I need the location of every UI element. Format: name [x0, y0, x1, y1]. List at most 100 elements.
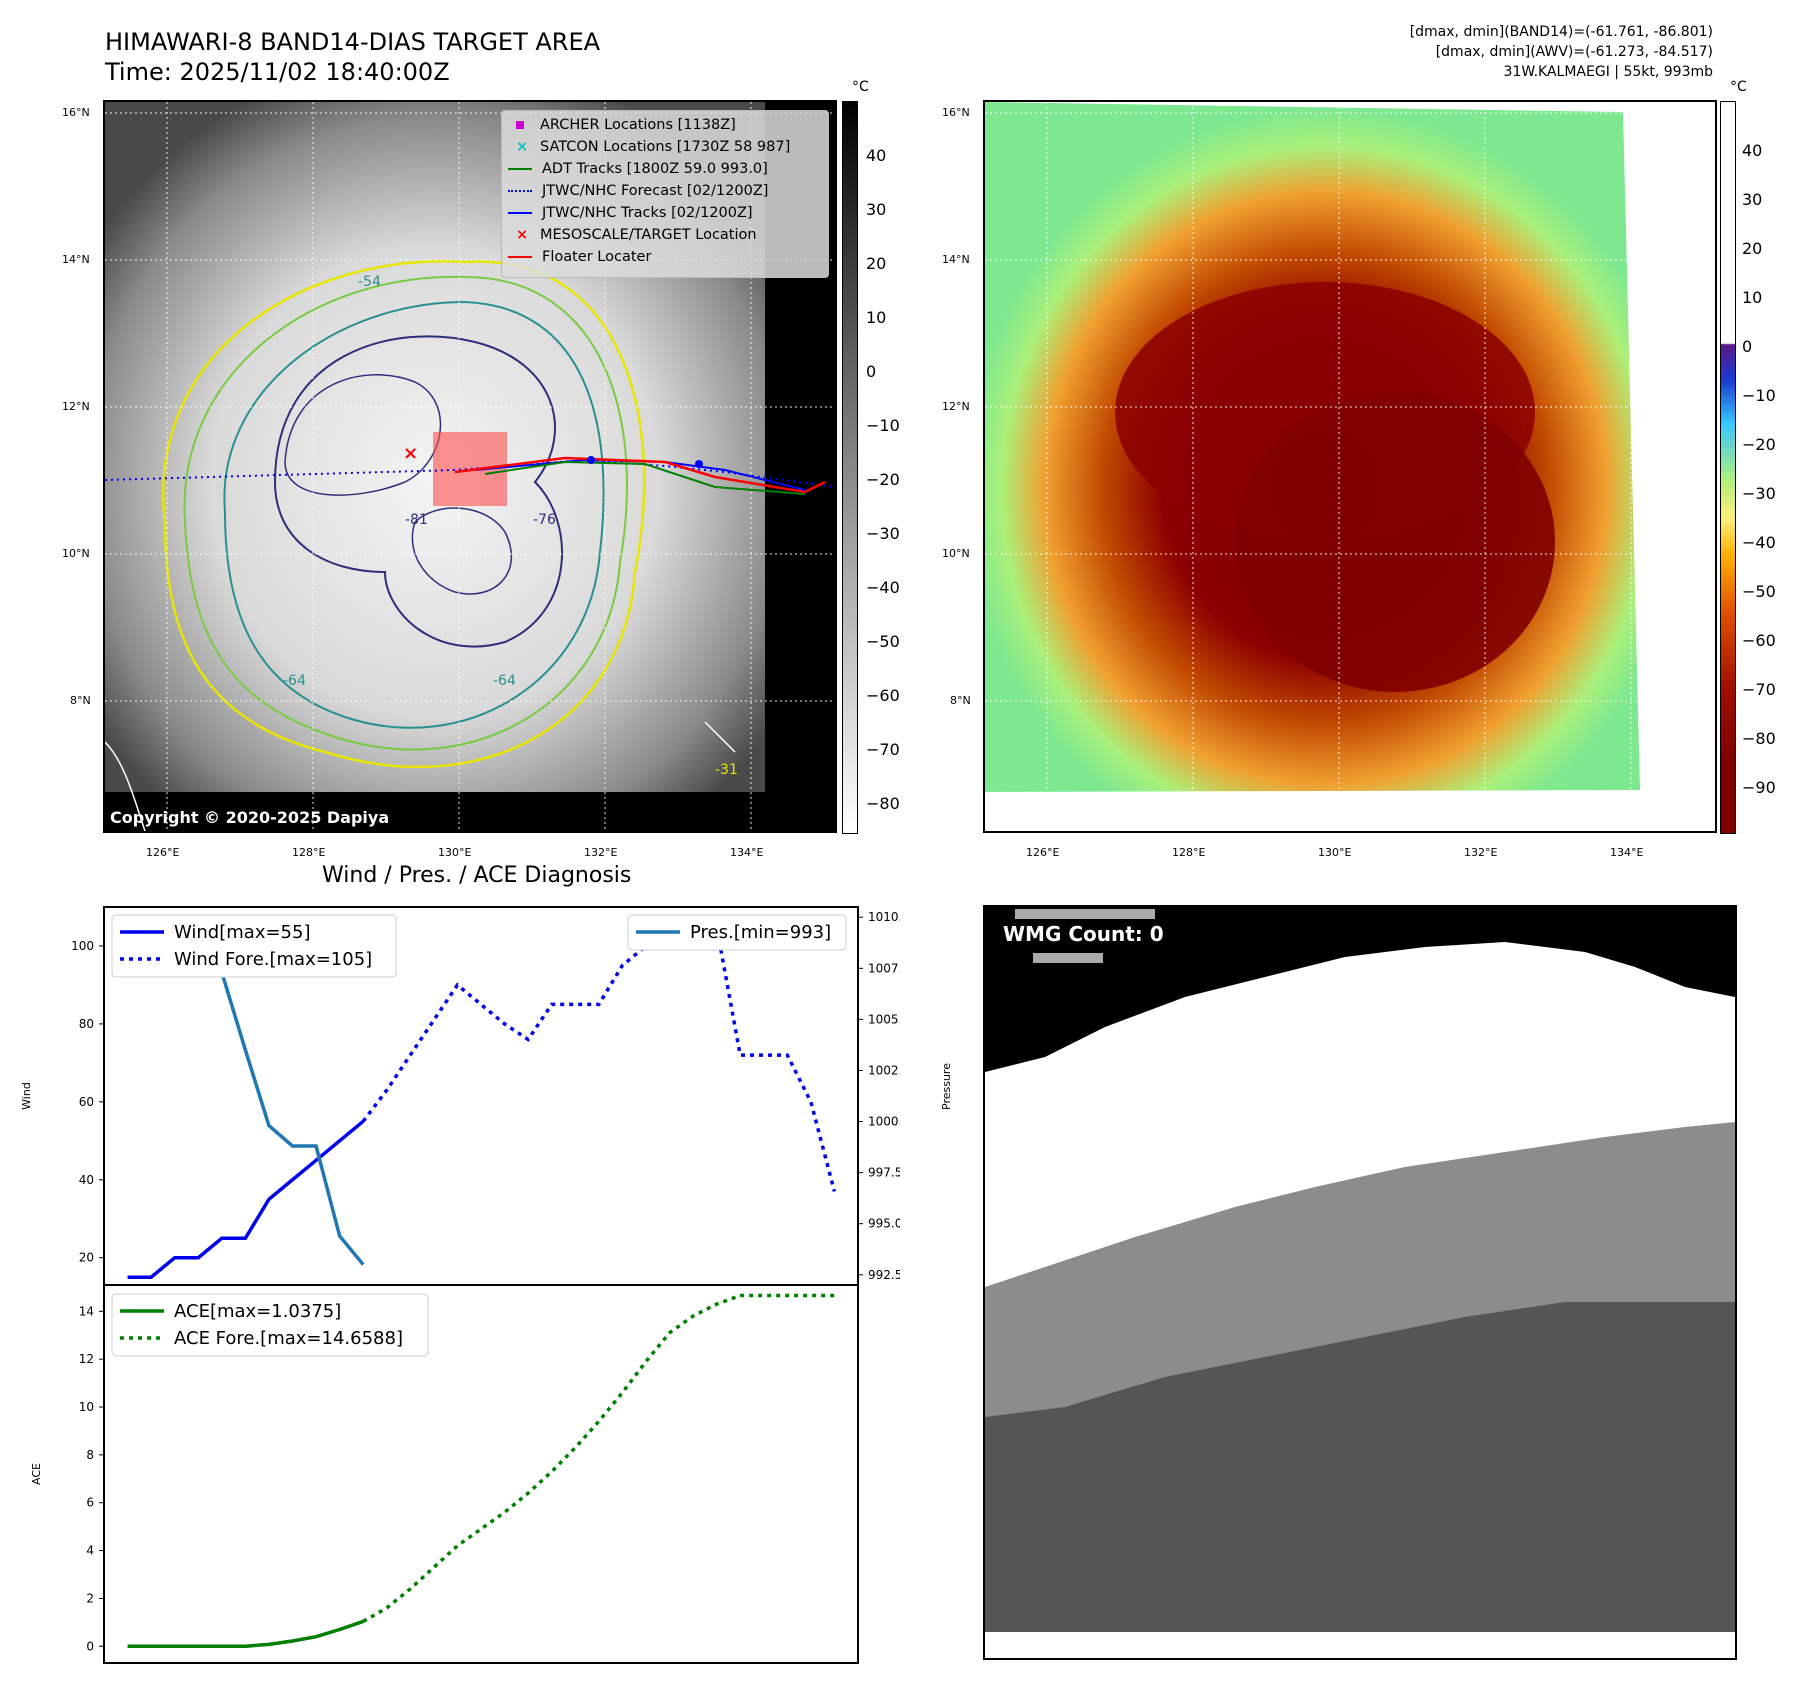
- legend-box: [111, 914, 397, 978]
- contour-label: -31: [715, 762, 738, 778]
- y-tick-label: 80: [79, 1017, 94, 1031]
- y-tick-label: 60: [79, 1095, 94, 1109]
- y-tick-label: 2: [86, 1591, 94, 1605]
- wv-colorbar: [1720, 101, 1736, 834]
- colorbar-tick: −90: [1742, 778, 1776, 797]
- legend-label: Wind[max=55]: [174, 922, 311, 943]
- lat-label: 14°N: [942, 253, 970, 266]
- y-right-tick-label: 1000.0: [868, 1115, 900, 1129]
- colorbar-tick: −40: [1742, 533, 1776, 552]
- colorbar-tick: 10: [866, 308, 887, 327]
- colorbar-tick: −70: [1742, 680, 1776, 699]
- diagnosis-title: Wind / Pres. / ACE Diagnosis: [322, 863, 632, 888]
- wmg-ylabel: Pressure: [940, 1063, 953, 1110]
- wind-pressure-chart: 20 40 60 80 100 Wind 992.5 995.0 997.5 1000.0 1002…: [20, 906, 900, 1286]
- lat-label: 12°N: [942, 400, 970, 413]
- colorbar-tick: 40: [866, 146, 887, 165]
- lat-label: 8°N: [950, 694, 971, 707]
- lat-label: 16°N: [942, 106, 970, 119]
- y-right-tick-label: 997.5: [868, 1166, 900, 1180]
- colorbar-tick: 0: [866, 362, 877, 381]
- legend-mesoscale: MESOSCALE/TARGET Location: [540, 227, 757, 243]
- y-tick-label: 100: [71, 939, 94, 953]
- colorbar-tick: 40: [1742, 141, 1763, 160]
- map-time: Time: 2025/11/02 18:40:00Z: [105, 58, 450, 86]
- colorbar-unit: °C: [1730, 79, 1747, 95]
- svg-text:×: ×: [403, 443, 418, 464]
- legend-box: [111, 1293, 429, 1357]
- y-right-tick-label: 1005.0: [868, 1012, 900, 1026]
- lon-label: 132°E: [584, 846, 618, 859]
- legend-archer: ARCHER Locations [1138Z]: [540, 117, 736, 133]
- legend-adt: ADT Tracks [1800Z 59.0 993.0]: [542, 161, 768, 177]
- legend-label: ACE Fore.[max=14.6588]: [174, 1328, 403, 1349]
- y-axis-label: Wind: [20, 1082, 33, 1110]
- y-tick-label: 6: [86, 1496, 94, 1510]
- colorbar-tick: 30: [866, 200, 887, 219]
- lon-label: 132°E: [1464, 846, 1498, 859]
- wmg-panel: WMG Count: 0: [983, 905, 1737, 1660]
- colorbar-tick: 20: [1742, 239, 1763, 258]
- y-tick-label: 14: [79, 1304, 94, 1318]
- colorbar-tick: 10: [1742, 288, 1763, 307]
- y-tick-label: 20: [79, 1251, 94, 1265]
- y-right-tick-label: 995.0: [868, 1217, 900, 1231]
- colorbar-tick: −40: [866, 578, 900, 597]
- colorbar-tick: −20: [1742, 435, 1776, 454]
- y-right-tick-label: 1007.5: [868, 961, 900, 975]
- lon-label: 134°E: [730, 846, 764, 859]
- wv-map-panel: [983, 100, 1717, 833]
- series-line: [127, 1619, 364, 1649]
- lat-label: 14°N: [62, 253, 90, 266]
- map-legend: ARCHER Locations [1138Z] × SATCON Locatio…: [501, 110, 829, 278]
- series-line: [127, 1119, 365, 1279]
- y-tick-label: 0: [86, 1639, 94, 1653]
- legend-floater: Floater Locater: [542, 249, 652, 265]
- legend-satcon: SATCON Locations [1730Z 58 987]: [540, 139, 791, 155]
- series-line: [361, 923, 837, 1192]
- copyright-text: Copyright © 2020-2025 Dapiya: [110, 808, 389, 827]
- map-title: HIMAWARI-8 BAND14-DIAS TARGET AREA: [105, 28, 601, 56]
- legend-box: [627, 914, 847, 951]
- y-axis-label: ACE: [30, 1463, 43, 1485]
- colorbar-tick: −70: [866, 740, 900, 759]
- legend-label: Wind Fore.[max=105]: [174, 949, 372, 970]
- colorbar-tick: 30: [1742, 190, 1763, 209]
- y-right-tick-label: 992.5: [868, 1268, 900, 1282]
- lon-label: 126°E: [146, 846, 180, 859]
- lat-label: 12°N: [62, 400, 90, 413]
- band14-range: [dmax, dmin](BAND14)=(-61.761, -86.801): [1409, 24, 1713, 40]
- lat-label: 10°N: [62, 547, 90, 560]
- colorbar-tick: −30: [1742, 484, 1776, 503]
- y-tick-label: 12: [79, 1352, 94, 1366]
- lon-label: 130°E: [1318, 846, 1352, 859]
- lat-label: 10°N: [942, 547, 970, 560]
- lon-label: 130°E: [438, 846, 472, 859]
- colorbar-tick: −20: [866, 470, 900, 489]
- y-tick-label: 4: [86, 1544, 94, 1558]
- colorbar-tick: −30: [866, 524, 900, 543]
- wmg-image: WMG Count: 0: [985, 907, 1735, 1658]
- y-right-tick-label: 1002.5: [868, 1063, 900, 1077]
- legend-forecast: JTWC/NHC Forecast [02/1200Z]: [542, 183, 769, 199]
- colorbar-tick: −60: [1742, 631, 1776, 650]
- lat-label: 16°N: [62, 106, 90, 119]
- colorbar-tick: −10: [1742, 386, 1776, 405]
- lon-label: 128°E: [1172, 846, 1206, 859]
- contour-label: -64: [493, 673, 516, 689]
- contour-label: -76: [533, 512, 556, 528]
- ir-map-panel: × -54 -76 -81 -64 -64 -31 Copyright © 20…: [103, 100, 837, 833]
- legend-label: Pres.[min=993]: [690, 922, 831, 943]
- y-right-tick-label: 1010.0: [868, 910, 900, 924]
- y-tick-label: 10: [79, 1400, 94, 1414]
- contour-label: -81: [405, 512, 428, 528]
- colorbar-tick: 0: [1742, 337, 1753, 356]
- colorbar-tick: −80: [866, 794, 900, 813]
- ace-chart: 0 2 4 6 8 10 12 14 ACE ACE[max=1.0375] ACE Fore.[m…: [30, 1284, 859, 1664]
- awv-range: [dmax, dmin](AWV)=(-61.273, -84.517): [1435, 44, 1713, 60]
- ir-colorbar: [842, 101, 858, 834]
- wv-map-image: [985, 102, 1715, 831]
- colorbar-tick: −50: [866, 632, 900, 651]
- lat-label: 8°N: [70, 694, 91, 707]
- lon-label: 128°E: [292, 846, 326, 859]
